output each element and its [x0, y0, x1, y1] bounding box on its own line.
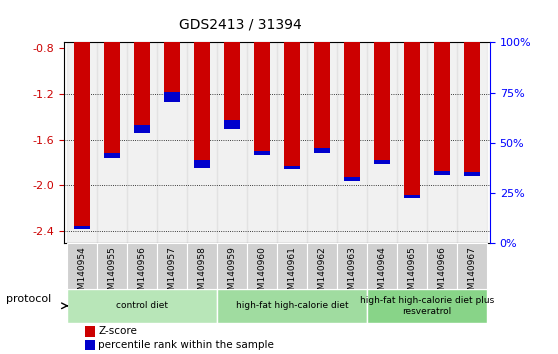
Bar: [157, 42, 187, 243]
Bar: [97, 243, 127, 289]
Bar: [224, 42, 240, 120]
Bar: [67, 42, 97, 243]
Bar: [314, 148, 330, 153]
Bar: [464, 172, 480, 176]
Bar: [164, 92, 180, 102]
Text: GSM140959: GSM140959: [228, 246, 237, 301]
Bar: [277, 42, 307, 243]
Text: Z-score: Z-score: [98, 326, 137, 336]
Bar: [134, 42, 150, 125]
Bar: [344, 177, 360, 182]
Bar: [104, 42, 121, 153]
Bar: [74, 225, 90, 229]
Bar: [427, 42, 457, 243]
Bar: [307, 243, 337, 289]
Bar: [67, 289, 217, 323]
Bar: [194, 42, 210, 160]
Bar: [314, 42, 330, 148]
Bar: [224, 120, 240, 129]
Text: GSM140957: GSM140957: [167, 246, 177, 301]
Bar: [254, 151, 270, 155]
Bar: [397, 243, 427, 289]
Text: GSM140964: GSM140964: [377, 246, 387, 301]
Bar: [277, 243, 307, 289]
Bar: [187, 42, 217, 243]
Bar: [247, 243, 277, 289]
Text: GSM140965: GSM140965: [407, 246, 416, 301]
Text: GSM140967: GSM140967: [468, 246, 477, 301]
Bar: [307, 42, 337, 243]
Bar: [464, 42, 480, 172]
Bar: [344, 42, 360, 177]
Text: high-fat high-calorie diet: high-fat high-calorie diet: [235, 301, 348, 310]
Bar: [217, 289, 367, 323]
Bar: [367, 243, 397, 289]
Bar: [337, 243, 367, 289]
Bar: [97, 42, 127, 243]
Text: GSM140962: GSM140962: [318, 246, 326, 301]
Bar: [427, 243, 457, 289]
Text: GSM140966: GSM140966: [437, 246, 446, 301]
Text: GSM140956: GSM140956: [138, 246, 147, 301]
Bar: [194, 160, 210, 168]
Bar: [85, 326, 95, 337]
Bar: [367, 289, 487, 323]
Bar: [374, 160, 390, 164]
Bar: [217, 42, 247, 243]
Text: control diet: control diet: [116, 301, 168, 310]
Text: GSM140955: GSM140955: [108, 246, 117, 301]
Text: GSM140960: GSM140960: [258, 246, 267, 301]
Bar: [397, 42, 427, 243]
Text: GSM140963: GSM140963: [348, 246, 357, 301]
Bar: [74, 42, 90, 225]
Bar: [127, 243, 157, 289]
Bar: [67, 243, 97, 289]
Bar: [157, 243, 187, 289]
Text: GSM140961: GSM140961: [287, 246, 296, 301]
Bar: [457, 42, 487, 243]
Bar: [404, 42, 420, 195]
Bar: [127, 42, 157, 243]
Bar: [164, 42, 180, 92]
Text: percentile rank within the sample: percentile rank within the sample: [98, 340, 274, 350]
Bar: [434, 171, 450, 175]
Text: protocol: protocol: [6, 294, 51, 304]
Bar: [104, 153, 121, 159]
Text: high-fat high-calorie diet plus
resveratrol: high-fat high-calorie diet plus resverat…: [360, 296, 494, 315]
Bar: [404, 195, 420, 198]
Text: GSM140954: GSM140954: [78, 246, 86, 301]
Bar: [367, 42, 397, 243]
Bar: [254, 42, 270, 151]
Bar: [85, 340, 95, 350]
Text: GDS2413 / 31394: GDS2413 / 31394: [179, 18, 301, 32]
Bar: [284, 166, 300, 169]
Bar: [217, 243, 247, 289]
Bar: [187, 243, 217, 289]
Bar: [134, 125, 150, 133]
Bar: [284, 42, 300, 166]
Bar: [337, 42, 367, 243]
Bar: [374, 42, 390, 160]
Bar: [434, 42, 450, 171]
Bar: [457, 243, 487, 289]
Bar: [247, 42, 277, 243]
Text: GSM140958: GSM140958: [198, 246, 206, 301]
